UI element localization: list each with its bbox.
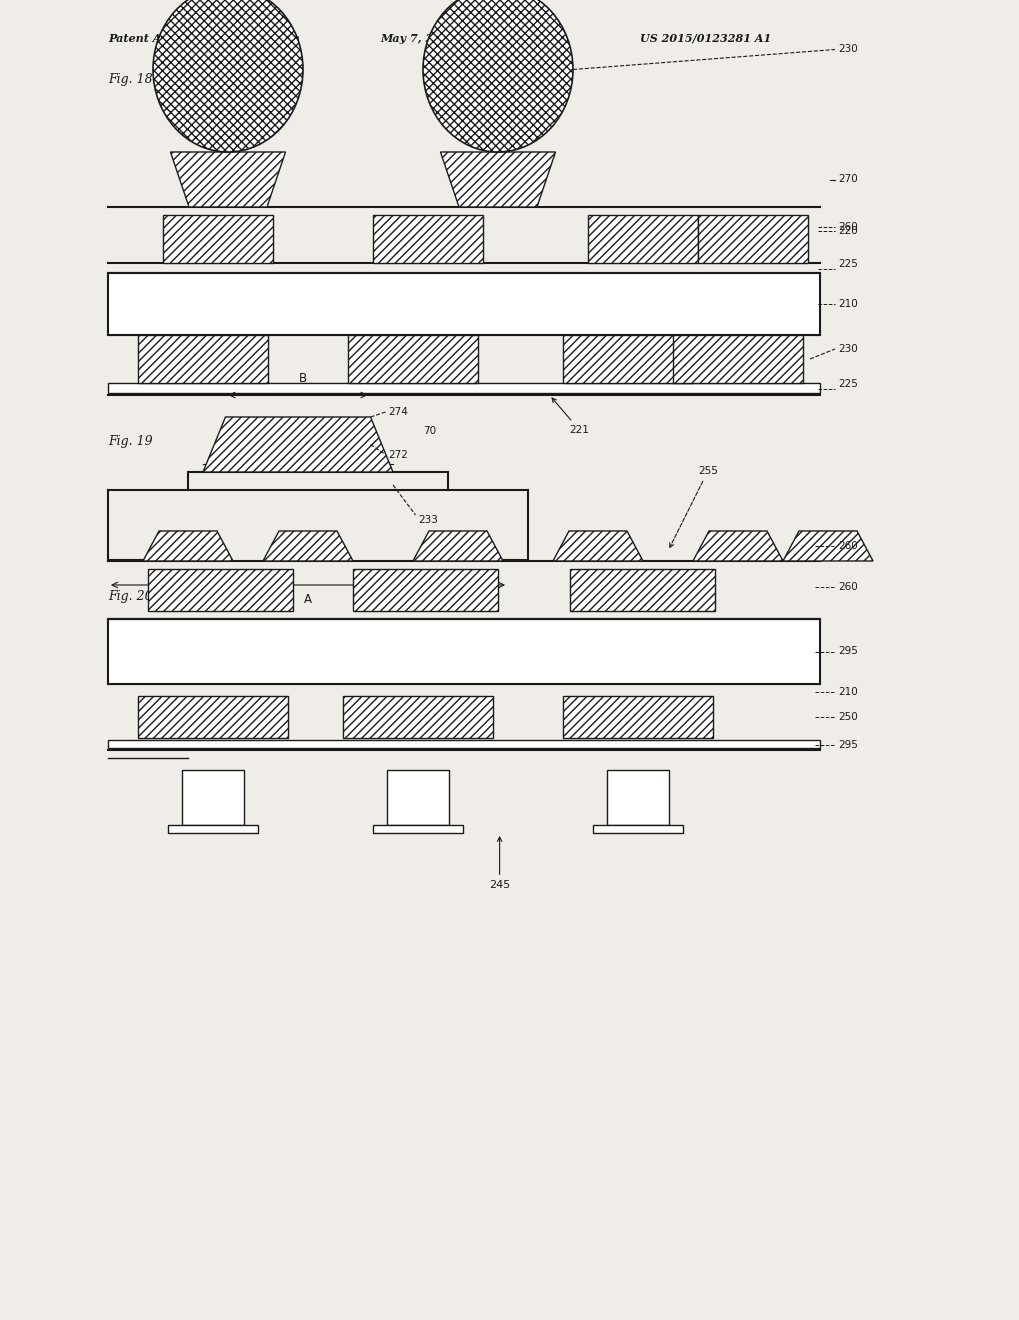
Bar [570,569,714,611]
Text: 255: 255 [669,466,717,548]
Polygon shape [263,531,353,561]
Bar [673,335,802,383]
Text: 220: 220 [838,226,857,236]
Text: 210: 210 [838,686,857,697]
Text: B: B [299,372,307,385]
Bar [606,770,668,825]
Text: 260: 260 [838,222,857,232]
Text: 221: 221 [551,399,589,436]
Text: Fig. 18: Fig. 18 [108,73,153,86]
Text: 245: 245 [488,837,510,890]
Text: 260: 260 [838,582,857,591]
Text: 295: 295 [838,647,857,656]
Polygon shape [692,531,783,561]
Text: 230: 230 [838,45,857,54]
Text: 260: 260 [838,541,857,550]
Text: May 7, 2015   Sheet 6 of 10: May 7, 2015 Sheet 6 of 10 [380,33,550,44]
Text: 225: 225 [838,379,857,389]
Bar [108,741,819,748]
Ellipse shape [423,0,573,152]
Text: 210: 210 [838,300,857,309]
Text: Patent Application Publication: Patent Application Publication [108,33,300,44]
Polygon shape [552,531,642,561]
Bar [108,273,819,335]
Bar [592,825,683,833]
Bar [562,335,692,383]
Bar [373,825,463,833]
Text: US 2015/0123281 A1: US 2015/0123281 A1 [639,33,770,44]
Text: 270: 270 [838,174,857,185]
Polygon shape [170,152,285,207]
Text: 250: 250 [838,711,857,722]
Bar [347,335,478,383]
Bar [386,770,448,825]
Text: 230: 230 [838,345,857,354]
Ellipse shape [153,0,303,152]
Bar [181,770,244,825]
Bar [138,335,268,383]
Bar [108,383,819,393]
Polygon shape [440,152,555,207]
Text: 225: 225 [838,259,857,269]
Bar [562,696,712,738]
Text: Fig. 20': Fig. 20' [108,590,156,603]
Polygon shape [203,417,392,473]
Text: 70: 70 [423,426,436,436]
Bar [108,619,819,684]
Polygon shape [783,531,872,561]
Text: A: A [304,593,312,606]
Text: 233: 233 [418,515,438,525]
Bar [353,569,497,611]
Text: 272: 272 [388,450,408,459]
Bar [587,215,697,263]
Bar [138,696,287,738]
Polygon shape [143,531,232,561]
Bar [373,215,483,263]
Text: Fig. 19: Fig. 19 [108,436,153,447]
Text: 295: 295 [838,741,857,750]
Bar [168,825,258,833]
Polygon shape [413,531,502,561]
Bar [148,569,292,611]
Bar [163,215,273,263]
Text: 274: 274 [388,407,408,417]
Bar [342,696,492,738]
Bar [697,215,807,263]
